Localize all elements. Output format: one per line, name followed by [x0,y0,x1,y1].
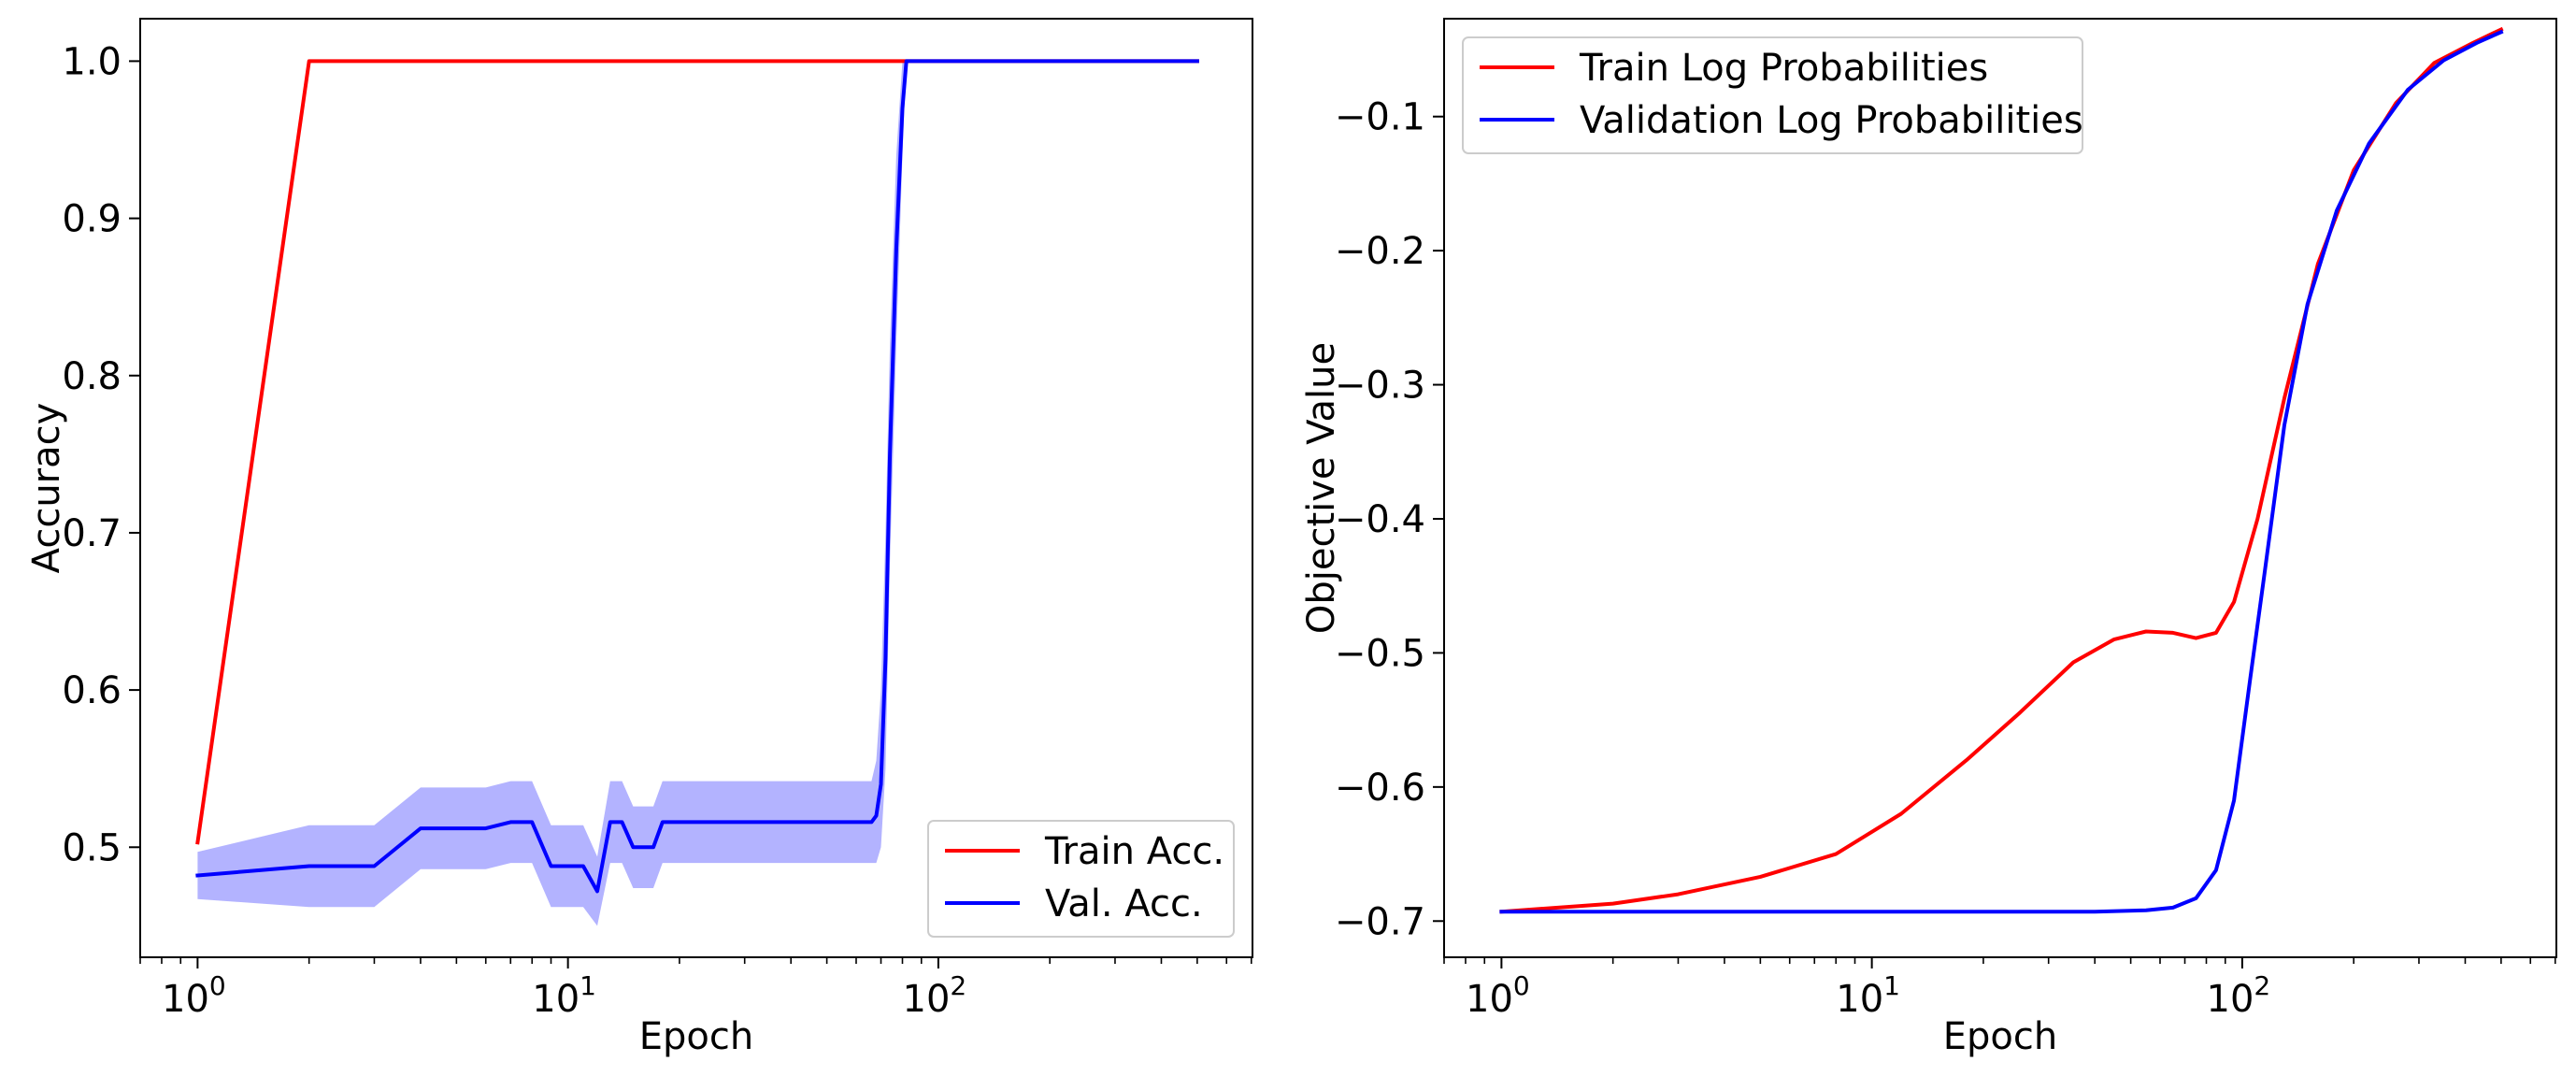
y-tick-label: −0.7 [1335,900,1425,943]
x-tick-base: 10 [1836,978,1883,1021]
y-tick-label: −0.5 [1335,632,1425,675]
legend-label: Train Log Probabilities [1579,47,1988,90]
x-tick-base: 10 [532,978,580,1021]
axes-frame [139,18,1253,958]
plot-area [195,59,1199,926]
x-tick-label: 100 [1466,970,1530,1021]
x-tick-label: 102 [2207,970,2271,1021]
legend: Train Log Probabilities Validation Log Pr… [1462,36,2083,154]
x-tick-exponent: 1 [1883,970,1900,1001]
x-axis-label: Epoch [1943,1015,2057,1058]
chart-panel-1: 100 101 1020.50.60.70.80.91.0EpochAccuracy… [25,18,1253,1058]
y-axis-label: Objective Value [1300,342,1343,634]
legend-box [1462,36,2083,154]
y-tick-label: 0.8 [62,355,122,398]
x-axis-label: Epoch [639,1015,753,1058]
confidence-band-1-2 [197,61,1197,926]
x-tick-base: 10 [903,978,951,1021]
y-axis-label: Accuracy [25,403,68,574]
y-tick-label: 1.0 [62,40,122,83]
x-tick-label: 100 [162,970,226,1021]
x-tick-exponent: 2 [950,970,966,1001]
x-tick-label: 101 [532,970,596,1021]
y-tick-label: 0.7 [62,512,122,555]
series-line-2-2 [1499,29,2504,914]
x-tick-label: 101 [1836,970,1900,1021]
x-tick-exponent: 1 [580,970,596,1001]
legend-label: Validation Log Probabilities [1580,99,2083,142]
y-tick-label: 0.5 [62,826,122,869]
x-tick-base: 10 [2207,978,2254,1021]
legend: Train Acc. Val. Acc. [927,820,1235,938]
plot-area [1499,26,2504,914]
legend-label: Val. Acc. [1045,882,1203,925]
x-tick-base: 10 [1466,978,1513,1021]
x-tick-label: 102 [903,970,967,1021]
x-tick-exponent: 0 [209,970,226,1001]
y-tick-label: 0.6 [62,669,122,712]
y-tick-label: −0.6 [1335,767,1425,810]
y-tick-label: −0.2 [1335,230,1425,273]
y-tick-label: −0.4 [1335,498,1425,541]
x-tick-base: 10 [162,978,209,1021]
y-tick-label: 0.9 [62,198,122,241]
axes-frame [1443,18,2557,958]
series-line-1-2 [195,59,1199,894]
x-tick-exponent: 0 [1513,970,1530,1001]
x-tick-exponent: 2 [2254,970,2270,1001]
series-line-1-1 [195,59,1199,845]
legend-label: Train Acc. [1044,830,1224,873]
chart-panel-2: 100 101 102−0.7−0.6−0.5−0.4−0.3−0.2−0.1Epo… [1300,18,2557,1058]
y-tick-label: −0.1 [1335,96,1425,139]
y-tick-label: −0.3 [1335,365,1425,408]
